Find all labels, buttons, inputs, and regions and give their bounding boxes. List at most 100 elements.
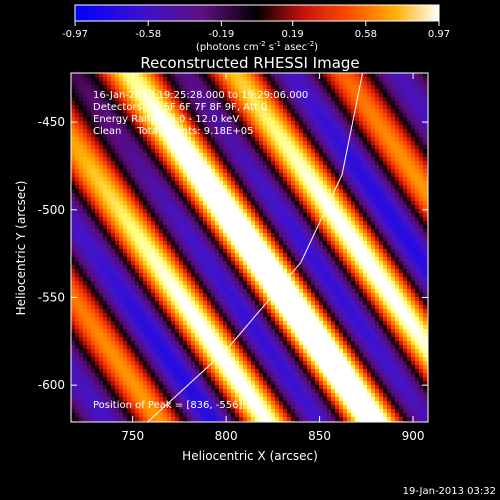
heatmap-cell [347,253,351,257]
heatmap-cell [363,257,367,261]
heatmap-cell [403,217,407,221]
heatmap-cell [231,261,235,265]
heatmap-cell [127,97,131,101]
heatmap-cell [119,241,123,245]
heatmap-cell [95,225,99,229]
heatmap-cell [71,97,75,101]
heatmap-cell [351,129,355,133]
heatmap-cell [151,257,155,261]
heatmap-cell [71,281,75,285]
heatmap-cell [347,161,351,165]
heatmap-cell [371,101,375,105]
heatmap-cell [207,125,211,129]
heatmap-cell [367,197,371,201]
heatmap-cell [319,101,323,105]
heatmap-cell [375,109,379,113]
heatmap-cell [87,229,91,233]
heatmap-cell [275,253,279,257]
heatmap-cell [87,217,91,221]
heatmap-cell [303,129,307,133]
heatmap-cell [283,181,287,185]
heatmap-cell [235,105,239,109]
heatmap-cell [419,285,423,289]
heatmap-cell [387,129,391,133]
heatmap-cell [87,169,91,173]
heatmap-cell [347,133,351,137]
heatmap-cell [399,105,403,109]
heatmap-cell [231,245,235,249]
heatmap-cell [259,285,263,289]
heatmap-cell [415,177,419,181]
heatmap-cell [119,197,123,201]
heatmap-cell [143,153,147,157]
heatmap-cell [135,281,139,285]
heatmap-cell [123,185,127,189]
heatmap-cell [159,125,163,129]
heatmap-cell [411,201,415,205]
heatmap-cell [283,189,287,193]
heatmap-cell [123,161,127,165]
heatmap-cell [163,73,167,77]
heatmap-cell [211,81,215,85]
heatmap-cell [283,205,287,209]
heatmap-cell [339,77,343,81]
heatmap-cell [131,117,135,121]
heatmap-cell [315,233,319,237]
heatmap-cell [175,89,179,93]
heatmap-cell [243,221,247,225]
heatmap-cell [191,85,195,89]
heatmap-cell [251,105,255,109]
heatmap-cell [335,237,339,241]
heatmap-cell [183,245,187,249]
heatmap-cell [395,97,399,101]
heatmap-cell [115,137,119,141]
heatmap-cell [411,261,415,265]
heatmap-cell [107,133,111,137]
heatmap-cell [423,161,427,165]
heatmap-cell [223,145,227,149]
heatmap-cell [295,181,299,185]
heatmap-cell [239,101,243,105]
heatmap-cell [227,257,231,261]
heatmap-cell [219,237,223,241]
heatmap-cell [291,201,295,205]
heatmap-cell [287,81,291,85]
heatmap-cell [143,93,147,97]
heatmap-cell [119,225,123,229]
heatmap-cell [271,81,275,85]
heatmap-cell [343,213,347,217]
heatmap-cell [255,125,259,129]
heatmap-cell [131,293,135,297]
heatmap-cell [151,197,155,201]
heatmap-cell [311,153,315,157]
heatmap-cell [247,265,251,269]
heatmap-cell [343,185,347,189]
heatmap-cell [291,129,295,133]
heatmap-cell [251,129,255,133]
heatmap-cell [191,157,195,161]
heatmap-cell [267,181,271,185]
heatmap-cell [107,289,111,293]
heatmap-cell [303,273,307,277]
heatmap-cell [399,229,403,233]
heatmap-cell [159,105,163,109]
heatmap-cell [159,153,163,157]
heatmap-cell [227,205,231,209]
heatmap-cell [147,201,151,205]
heatmap-cell [179,249,183,253]
heatmap-cell [307,177,311,181]
heatmap-cell [375,169,379,173]
heatmap-cell [327,145,331,149]
heatmap-cell [375,73,379,77]
heatmap-cell [259,185,263,189]
heatmap-cell [411,217,415,221]
heatmap-cell [171,129,175,133]
heatmap-cell [275,77,279,81]
heatmap-cell [159,133,163,137]
heatmap-cell [279,265,283,269]
heatmap-cell [347,105,351,109]
heatmap-cell [311,265,315,269]
heatmap-cell [187,177,191,181]
heatmap-cell [403,229,407,233]
heatmap-cell [71,253,75,257]
